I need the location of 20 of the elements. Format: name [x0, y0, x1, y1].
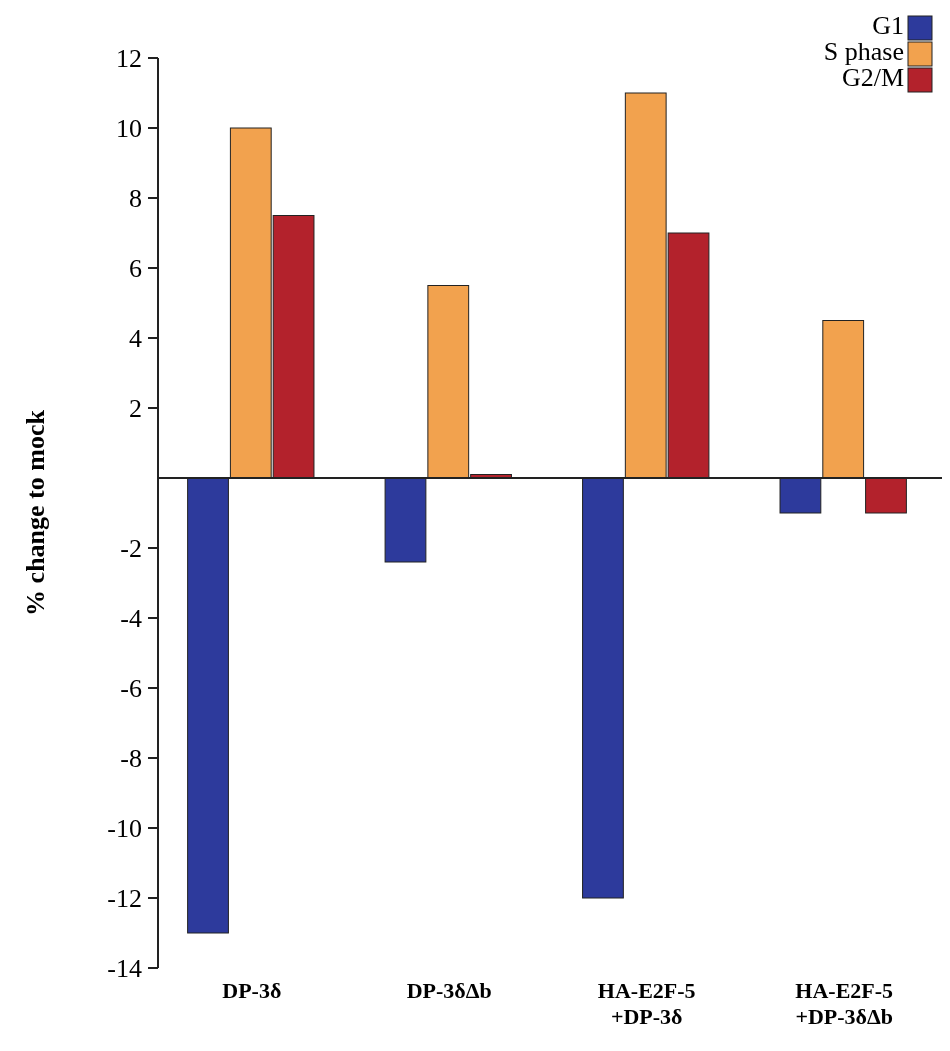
legend-label: G1 [872, 11, 904, 40]
x-tick-label: DP-3δΔb [406, 978, 492, 1003]
y-tick-label: 10 [116, 114, 142, 144]
y-tick-label: -14 [107, 954, 142, 984]
y-tick-label: 4 [129, 324, 142, 354]
x-tick-label: DP-3δ [222, 978, 282, 1003]
y-axis-title: % change to mock [21, 409, 50, 616]
y-tick-label: 12 [116, 44, 142, 74]
x-tick-label: HA-E2F-5 +DP-3δ [597, 978, 696, 1029]
y-tick-label: -10 [107, 814, 142, 844]
y-tick-label: 6 [129, 254, 142, 284]
y-tick-label: -4 [120, 604, 142, 634]
y-tick-label: -12 [107, 884, 142, 914]
legend-label: S phase [823, 37, 904, 66]
y-tick-label: 2 [129, 394, 142, 424]
y-tick-label: -6 [120, 674, 142, 704]
x-tick-label: HA-E2F-5 +DP-3δΔb [795, 978, 894, 1029]
y-tick-label: -2 [120, 534, 142, 564]
y-tick-label: 8 [129, 184, 142, 214]
y-tick-label: -8 [120, 744, 142, 774]
